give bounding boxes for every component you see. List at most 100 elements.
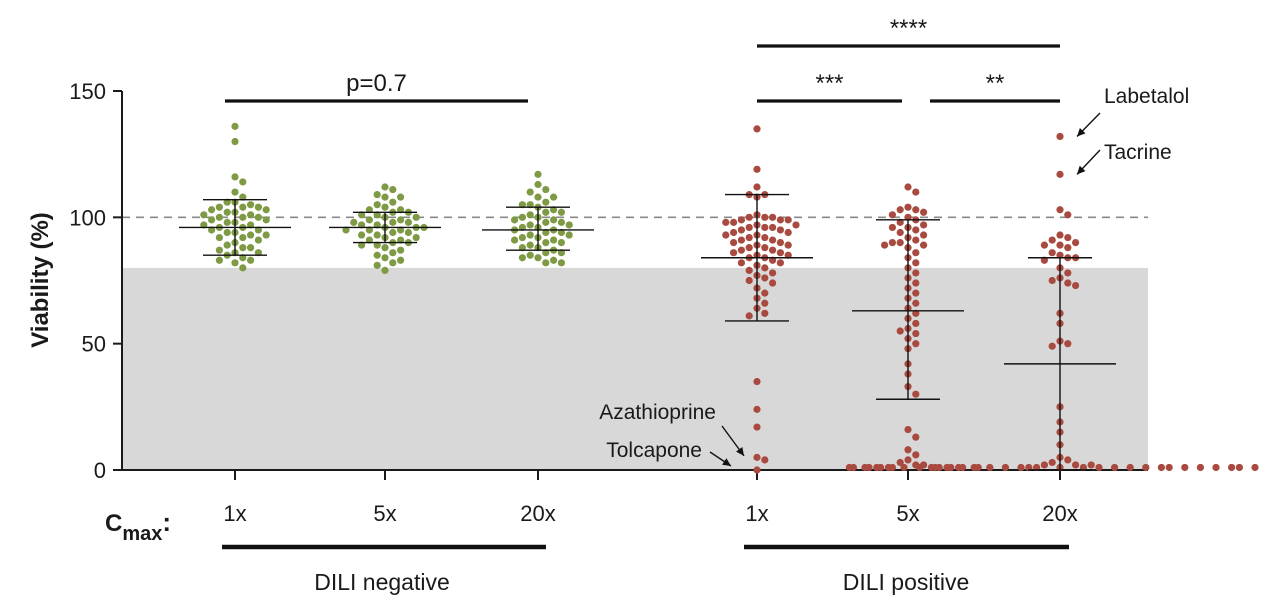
data-point — [769, 213, 777, 221]
data-point — [239, 193, 247, 201]
data-point — [397, 216, 405, 224]
data-point — [912, 236, 920, 244]
data-point — [542, 208, 550, 216]
data-point — [389, 198, 397, 206]
data-point — [1056, 206, 1064, 214]
data-point — [1064, 233, 1072, 242]
data-point — [737, 226, 746, 234]
data-point — [753, 466, 761, 474]
annotation-arrowhead — [1077, 165, 1086, 175]
data-point — [208, 226, 216, 234]
data-point — [358, 231, 366, 239]
data-point — [215, 213, 223, 221]
data-point — [404, 218, 412, 226]
data-point — [208, 206, 216, 214]
data-point — [947, 463, 955, 472]
cmax-label: Cmax: — [105, 507, 171, 545]
data-point — [365, 236, 373, 244]
data-point — [904, 425, 912, 434]
data-point — [776, 239, 785, 247]
data-point — [730, 228, 738, 237]
data-point — [986, 463, 994, 472]
data-point — [776, 226, 785, 234]
data-point — [761, 213, 769, 221]
data-point — [397, 206, 405, 214]
data-point — [784, 251, 792, 259]
data-point — [510, 236, 519, 244]
data-point — [1126, 463, 1134, 472]
data-point — [1064, 244, 1072, 252]
data-point — [1235, 463, 1243, 472]
data-point — [526, 188, 534, 196]
data-point — [565, 231, 573, 239]
data-point — [1056, 132, 1064, 141]
data-point — [557, 239, 566, 247]
data-point — [912, 188, 920, 196]
data-point — [761, 299, 769, 307]
data-point — [358, 211, 366, 219]
data-point — [412, 233, 420, 242]
data-point — [761, 233, 769, 242]
data-point — [381, 244, 389, 252]
data-point — [373, 261, 381, 269]
data-point — [912, 340, 920, 348]
data-point — [534, 254, 542, 262]
data-point — [753, 165, 761, 173]
data-point — [1064, 340, 1072, 348]
cmax-colon: : — [162, 507, 171, 537]
data-point — [358, 221, 366, 229]
data-point — [215, 203, 223, 211]
data-point — [776, 259, 785, 267]
data-point — [526, 231, 534, 239]
data-point — [526, 241, 534, 249]
data-point — [1064, 269, 1072, 277]
significance-label: ** — [986, 70, 1005, 97]
data-point — [1056, 251, 1064, 259]
data-point — [761, 264, 769, 272]
data-point — [373, 231, 381, 239]
data-point — [550, 236, 558, 244]
data-point — [557, 218, 566, 226]
y-tick-label: 0 — [94, 458, 106, 483]
data-point — [730, 239, 738, 247]
y-axis-title: Viability (%) — [27, 212, 54, 348]
data-point — [769, 279, 777, 287]
data-point — [1064, 456, 1072, 464]
data-point — [745, 233, 753, 242]
data-point — [900, 463, 908, 472]
data-point — [877, 463, 885, 472]
significance-label: p=0.7 — [346, 70, 407, 97]
significance-label: **** — [890, 15, 927, 42]
data-point — [550, 193, 558, 201]
data-point — [753, 377, 761, 386]
data-point — [397, 226, 405, 234]
data-point — [397, 256, 405, 264]
data-point — [912, 289, 920, 297]
data-point — [753, 453, 761, 461]
x-tick-label: 1x — [745, 501, 768, 526]
data-point — [381, 193, 389, 201]
cmax-subscript: max — [122, 523, 162, 545]
data-point — [912, 269, 920, 277]
data-point — [397, 193, 405, 201]
data-point — [916, 463, 924, 472]
data-point — [518, 233, 527, 242]
data-point — [518, 201, 527, 209]
significance-label: *** — [815, 70, 843, 97]
data-point — [745, 312, 753, 320]
data-point — [526, 201, 534, 209]
data-point — [526, 211, 534, 219]
data-point — [542, 249, 550, 257]
data-point — [1048, 236, 1056, 244]
data-point — [247, 244, 255, 252]
data-point — [247, 221, 255, 229]
data-point — [358, 241, 366, 249]
data-point — [1056, 170, 1064, 178]
data-point — [262, 216, 270, 224]
data-point — [904, 446, 912, 454]
data-point — [896, 327, 904, 335]
annotation-arrowhead — [736, 447, 744, 456]
data-point — [912, 206, 920, 214]
data-point — [745, 244, 753, 252]
data-point — [200, 221, 208, 229]
